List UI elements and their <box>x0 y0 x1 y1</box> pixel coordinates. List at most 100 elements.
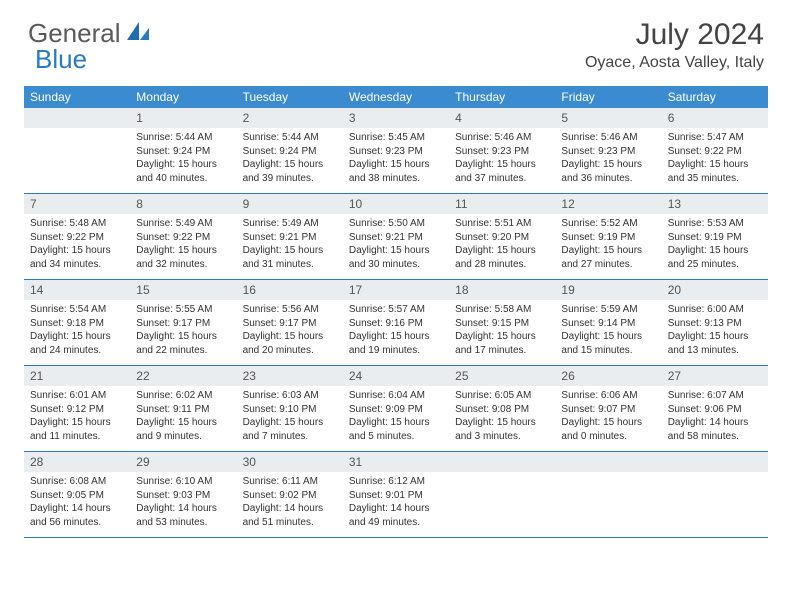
sunset-line: Sunset: 9:07 PM <box>561 403 655 417</box>
day-data-cell: Sunrise: 5:50 AMSunset: 9:21 PMDaylight:… <box>343 214 449 279</box>
daylight-line-1: Daylight: 15 hours <box>30 330 124 344</box>
day-data-cell: Sunrise: 5:51 AMSunset: 9:20 PMDaylight:… <box>449 214 555 279</box>
daylight-line-1: Daylight: 15 hours <box>243 330 337 344</box>
sunset-line: Sunset: 9:01 PM <box>349 489 443 503</box>
day-number-cell: 4 <box>449 108 555 128</box>
daylight-line-2: and 56 minutes. <box>30 516 124 530</box>
day-data-cell: Sunrise: 6:03 AMSunset: 9:10 PMDaylight:… <box>237 386 343 451</box>
sunset-line: Sunset: 9:11 PM <box>136 403 230 417</box>
daylight-line-2: and 3 minutes. <box>455 430 549 444</box>
daylight-line-1: Daylight: 15 hours <box>561 330 655 344</box>
sunrise-line: Sunrise: 5:59 AM <box>561 303 655 317</box>
daylight-line-2: and 15 minutes. <box>561 344 655 358</box>
daylight-line-1: Daylight: 15 hours <box>561 158 655 172</box>
day-data-cell <box>24 128 130 193</box>
daylight-line-2: and 58 minutes. <box>668 430 762 444</box>
sunrise-line: Sunrise: 5:44 AM <box>136 131 230 145</box>
sunrise-line: Sunrise: 5:54 AM <box>30 303 124 317</box>
logo-sail-icon <box>125 18 151 49</box>
sunrise-line: Sunrise: 5:46 AM <box>561 131 655 145</box>
daylight-line-1: Daylight: 14 hours <box>668 416 762 430</box>
daylight-line-1: Daylight: 15 hours <box>136 330 230 344</box>
sunset-line: Sunset: 9:13 PM <box>668 317 762 331</box>
daylight-line-2: and 19 minutes. <box>349 344 443 358</box>
sunset-line: Sunset: 9:20 PM <box>455 231 549 245</box>
sunset-line: Sunset: 9:21 PM <box>349 231 443 245</box>
daylight-line-1: Daylight: 14 hours <box>349 502 443 516</box>
sunset-line: Sunset: 9:22 PM <box>30 231 124 245</box>
sunset-line: Sunset: 9:24 PM <box>243 145 337 159</box>
daylight-line-1: Daylight: 15 hours <box>455 244 549 258</box>
day-data-cell: Sunrise: 5:55 AMSunset: 9:17 PMDaylight:… <box>130 300 236 365</box>
daylight-line-2: and 37 minutes. <box>455 172 549 186</box>
sunset-line: Sunset: 9:05 PM <box>30 489 124 503</box>
day-number-cell <box>555 452 661 472</box>
daylight-line-2: and 27 minutes. <box>561 258 655 272</box>
day-number-cell: 27 <box>662 366 768 386</box>
sunrise-line: Sunrise: 5:53 AM <box>668 217 762 231</box>
daylight-line-2: and 51 minutes. <box>243 516 337 530</box>
day-number-cell <box>24 108 130 128</box>
day-number-cell: 10 <box>343 194 449 214</box>
day-data-cell: Sunrise: 6:01 AMSunset: 9:12 PMDaylight:… <box>24 386 130 451</box>
sunrise-line: Sunrise: 6:04 AM <box>349 389 443 403</box>
daylight-line-1: Daylight: 15 hours <box>349 244 443 258</box>
daylight-line-2: and 20 minutes. <box>243 344 337 358</box>
sunset-line: Sunset: 9:09 PM <box>349 403 443 417</box>
day-number-cell: 13 <box>662 194 768 214</box>
daylight-line-2: and 0 minutes. <box>561 430 655 444</box>
daylight-line-2: and 32 minutes. <box>136 258 230 272</box>
sunrise-line: Sunrise: 6:12 AM <box>349 475 443 489</box>
daylight-line-1: Daylight: 15 hours <box>668 244 762 258</box>
daylight-line-2: and 13 minutes. <box>668 344 762 358</box>
daylight-line-2: and 30 minutes. <box>349 258 443 272</box>
day-number-cell: 5 <box>555 108 661 128</box>
weekday-header-cell: Monday <box>130 86 236 108</box>
day-data-cell: Sunrise: 6:11 AMSunset: 9:02 PMDaylight:… <box>237 472 343 537</box>
daylight-line-2: and 28 minutes. <box>455 258 549 272</box>
day-number-cell: 15 <box>130 280 236 300</box>
sunset-line: Sunset: 9:10 PM <box>243 403 337 417</box>
sunset-line: Sunset: 9:14 PM <box>561 317 655 331</box>
day-data-cell: Sunrise: 5:46 AMSunset: 9:23 PMDaylight:… <box>449 128 555 193</box>
daylight-line-2: and 49 minutes. <box>349 516 443 530</box>
day-number-cell: 14 <box>24 280 130 300</box>
day-data-cell <box>555 472 661 537</box>
day-number-cell: 22 <box>130 366 236 386</box>
day-data-cell: Sunrise: 5:49 AMSunset: 9:22 PMDaylight:… <box>130 214 236 279</box>
daylight-line-1: Daylight: 15 hours <box>455 330 549 344</box>
day-data-cell: Sunrise: 5:47 AMSunset: 9:22 PMDaylight:… <box>662 128 768 193</box>
sunset-line: Sunset: 9:03 PM <box>136 489 230 503</box>
day-number-cell: 9 <box>237 194 343 214</box>
sunset-line: Sunset: 9:17 PM <box>243 317 337 331</box>
weekday-header-cell: Saturday <box>662 86 768 108</box>
week-row: 14151617181920Sunrise: 5:54 AMSunset: 9:… <box>24 280 768 366</box>
sunrise-line: Sunrise: 5:47 AM <box>668 131 762 145</box>
daylight-line-1: Daylight: 15 hours <box>668 158 762 172</box>
sunrise-line: Sunrise: 5:52 AM <box>561 217 655 231</box>
sunrise-line: Sunrise: 6:05 AM <box>455 389 549 403</box>
day-number-cell: 16 <box>237 280 343 300</box>
day-data-cell: Sunrise: 5:44 AMSunset: 9:24 PMDaylight:… <box>130 128 236 193</box>
daylight-line-2: and 35 minutes. <box>668 172 762 186</box>
weekday-header-cell: Friday <box>555 86 661 108</box>
sunset-line: Sunset: 9:18 PM <box>30 317 124 331</box>
day-data-cell: Sunrise: 5:48 AMSunset: 9:22 PMDaylight:… <box>24 214 130 279</box>
sunset-line: Sunset: 9:24 PM <box>136 145 230 159</box>
sunrise-line: Sunrise: 5:49 AM <box>136 217 230 231</box>
daylight-line-1: Daylight: 15 hours <box>243 244 337 258</box>
day-data-cell: Sunrise: 5:54 AMSunset: 9:18 PMDaylight:… <box>24 300 130 365</box>
sunrise-line: Sunrise: 5:49 AM <box>243 217 337 231</box>
sunset-line: Sunset: 9:22 PM <box>136 231 230 245</box>
day-data-cell: Sunrise: 5:52 AMSunset: 9:19 PMDaylight:… <box>555 214 661 279</box>
day-number-cell: 28 <box>24 452 130 472</box>
sunset-line: Sunset: 9:23 PM <box>561 145 655 159</box>
day-data-cell: Sunrise: 5:53 AMSunset: 9:19 PMDaylight:… <box>662 214 768 279</box>
day-number-cell: 18 <box>449 280 555 300</box>
day-data-cell: Sunrise: 6:08 AMSunset: 9:05 PMDaylight:… <box>24 472 130 537</box>
week-row: 78910111213Sunrise: 5:48 AMSunset: 9:22 … <box>24 194 768 280</box>
sunrise-line: Sunrise: 5:50 AM <box>349 217 443 231</box>
day-data-cell: Sunrise: 5:45 AMSunset: 9:23 PMDaylight:… <box>343 128 449 193</box>
daylight-line-2: and 31 minutes. <box>243 258 337 272</box>
daylight-line-2: and 7 minutes. <box>243 430 337 444</box>
